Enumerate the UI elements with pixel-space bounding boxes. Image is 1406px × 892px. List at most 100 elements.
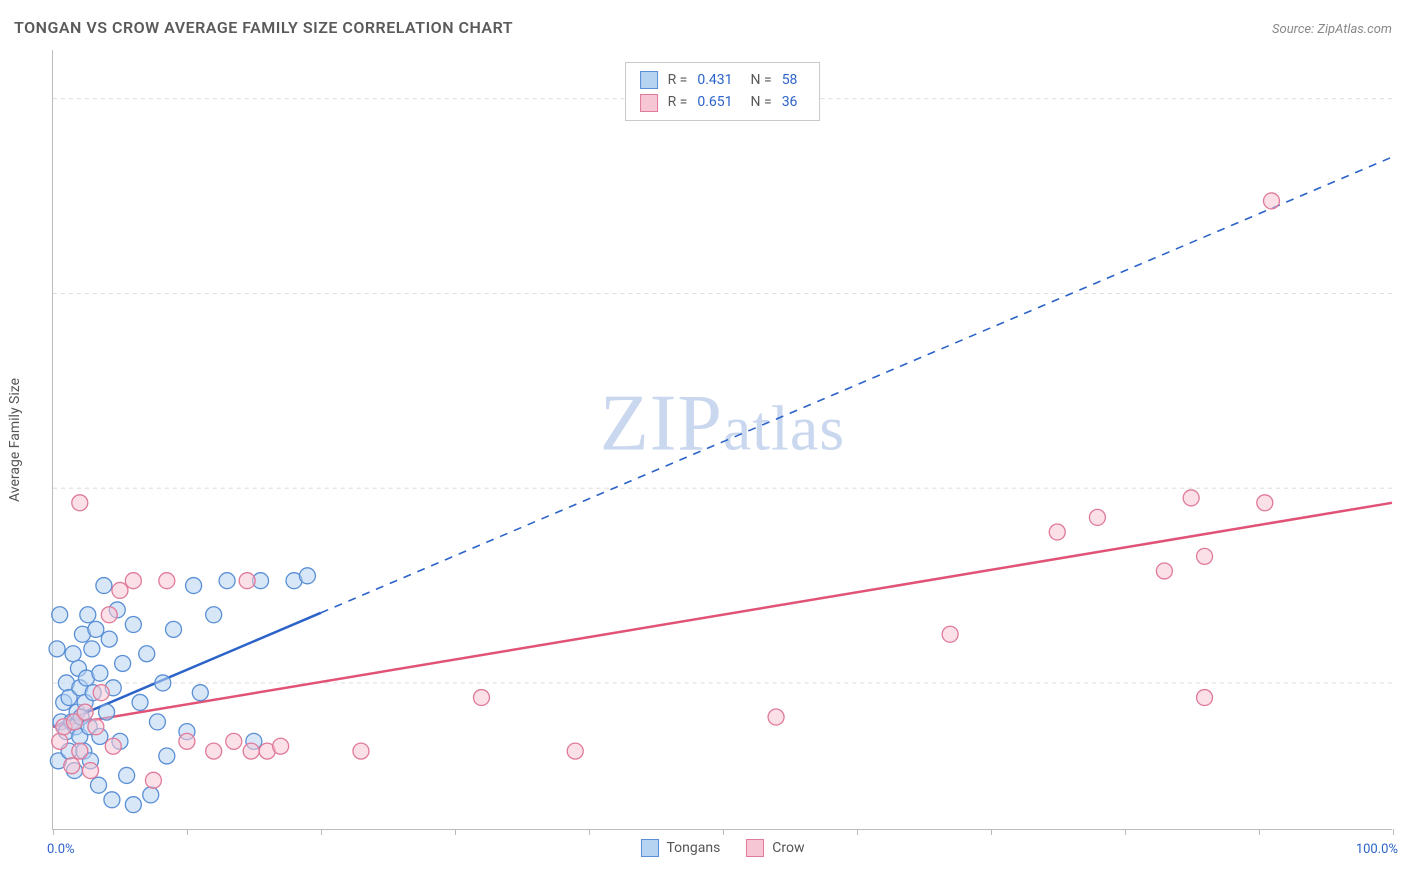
stats-swatch-1 (640, 94, 658, 112)
trendline-dashed (321, 157, 1392, 613)
scatter-point (166, 621, 182, 637)
scatter-point (132, 694, 148, 710)
scatter-point (143, 787, 159, 803)
scatter-point (206, 607, 222, 623)
scatter-point (88, 621, 104, 637)
scatter-point (159, 573, 175, 589)
trendline (53, 503, 1392, 727)
chart-svg (53, 50, 1392, 829)
chart-container: TONGAN VS CROW AVERAGE FAMILY SIZE CORRE… (0, 0, 1406, 892)
scatter-point (155, 675, 171, 691)
scatter-point (353, 743, 369, 759)
scatter-point (52, 733, 68, 749)
scatter-point (942, 626, 958, 642)
scatter-point (1263, 193, 1279, 209)
scatter-point (186, 578, 202, 594)
stats-n-value-0: 58 (782, 69, 798, 91)
scatter-point (80, 607, 96, 623)
scatter-point (119, 767, 135, 783)
legend-label-1: Crow (772, 840, 804, 856)
legend-swatch-0 (640, 839, 658, 857)
stats-r-label-0: R = (668, 69, 688, 91)
scatter-point (91, 777, 107, 793)
scatter-point (145, 772, 161, 788)
scatter-point (1257, 495, 1273, 511)
scatter-point (64, 758, 80, 774)
scatter-point (1197, 548, 1213, 564)
scatter-point (49, 641, 65, 657)
scatter-point (84, 641, 100, 657)
scatter-point (1197, 690, 1213, 706)
scatter-point (125, 573, 141, 589)
plot-area: Average Family Size ZIPatlas 4.006.008.0… (52, 50, 1392, 830)
legend-label-0: Tongans (666, 840, 720, 856)
scatter-point (112, 582, 128, 598)
scatter-point (92, 665, 108, 681)
scatter-point (65, 646, 81, 662)
stats-r-label-1: R = (668, 91, 688, 113)
scatter-point (125, 797, 141, 813)
stats-r-value-0: 0.431 (697, 69, 732, 91)
stats-legend-box: R = 0.431 N = 58 R = 0.651 N = 36 (625, 62, 821, 121)
stats-row-0: R = 0.431 N = 58 (640, 69, 806, 91)
stats-swatch-0 (640, 71, 658, 89)
scatter-point (768, 709, 784, 725)
x-tick (589, 829, 590, 835)
legend-item-0: Tongans (640, 839, 720, 857)
scatter-point (299, 568, 315, 584)
y-axis-title: Average Family Size (7, 377, 23, 501)
x-tick (187, 829, 188, 835)
scatter-point (159, 748, 175, 764)
x-axis-min-label: 0.0% (47, 842, 75, 857)
scatter-point (99, 704, 115, 720)
scatter-point (101, 631, 117, 647)
x-tick (1259, 829, 1260, 835)
scatter-point (179, 733, 195, 749)
scatter-point (125, 617, 141, 633)
scatter-point (101, 607, 117, 623)
scatter-point (567, 743, 583, 759)
stats-r-value-1: 0.651 (697, 91, 732, 113)
scatter-point (226, 733, 242, 749)
x-tick (1393, 829, 1394, 835)
x-tick (321, 829, 322, 835)
scatter-point (1156, 563, 1172, 579)
series-legend: Tongans Crow (640, 839, 804, 857)
x-tick (723, 829, 724, 835)
scatter-point (273, 738, 289, 754)
scatter-point (82, 763, 98, 779)
scatter-point (206, 743, 222, 759)
scatter-point (104, 792, 120, 808)
scatter-point (115, 655, 131, 671)
stats-n-label-0: N = (751, 69, 772, 91)
scatter-point (473, 690, 489, 706)
scatter-point (1089, 509, 1105, 525)
scatter-point (219, 573, 235, 589)
chart-title: TONGAN VS CROW AVERAGE FAMILY SIZE CORRE… (14, 18, 513, 37)
scatter-point (149, 714, 165, 730)
scatter-point (72, 743, 88, 759)
x-axis-max-label: 100.0% (1356, 842, 1398, 857)
scatter-point (105, 738, 121, 754)
x-tick (857, 829, 858, 835)
stats-row-1: R = 0.651 N = 36 (640, 91, 806, 113)
scatter-point (239, 573, 255, 589)
scatter-point (139, 646, 155, 662)
x-tick (53, 829, 54, 835)
legend-item-1: Crow (746, 839, 804, 857)
x-tick (455, 829, 456, 835)
scatter-point (96, 578, 112, 594)
x-tick (991, 829, 992, 835)
scatter-point (77, 704, 93, 720)
x-tick (1125, 829, 1126, 835)
source-label: Source: ZipAtlas.com (1272, 22, 1392, 37)
scatter-point (52, 607, 68, 623)
legend-swatch-1 (746, 839, 764, 857)
scatter-point (72, 495, 88, 511)
title-bar: TONGAN VS CROW AVERAGE FAMILY SIZE CORRE… (14, 18, 1392, 37)
stats-n-label-1: N = (751, 91, 772, 113)
scatter-point (1049, 524, 1065, 540)
stats-n-value-1: 36 (782, 91, 798, 113)
scatter-point (192, 685, 208, 701)
scatter-point (88, 719, 104, 735)
